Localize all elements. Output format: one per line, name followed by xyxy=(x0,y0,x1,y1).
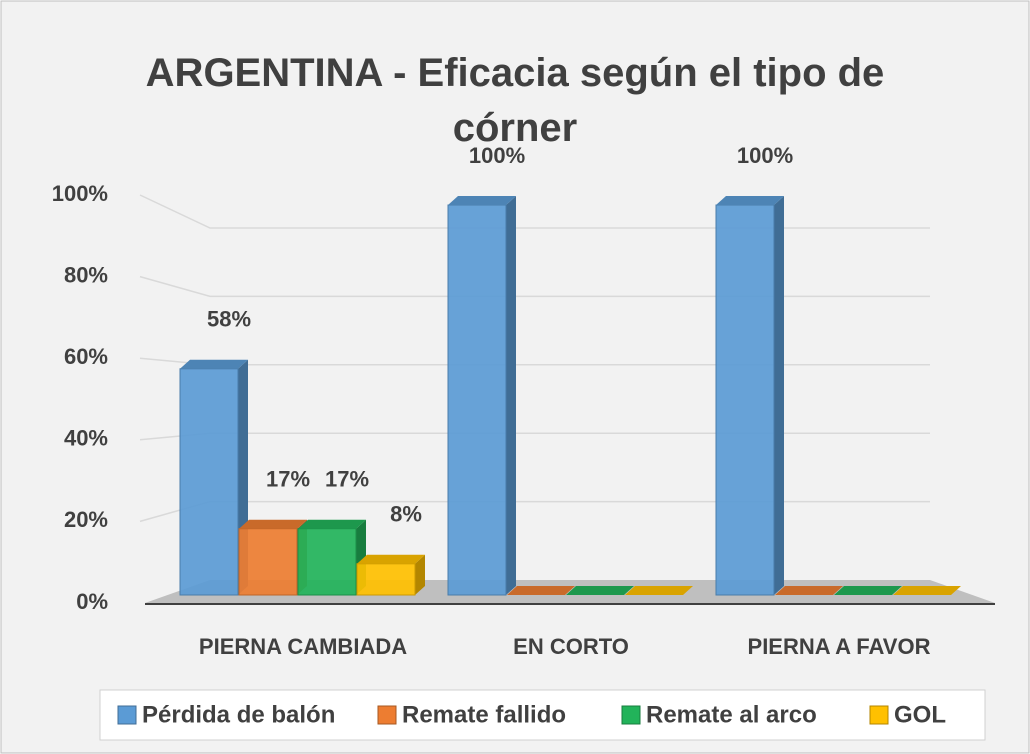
bar-top xyxy=(507,586,575,595)
legend-label: Remate fallido xyxy=(402,701,566,728)
bar-top xyxy=(357,554,425,564)
bar-top xyxy=(180,359,248,369)
legend-box xyxy=(99,689,986,741)
legend-swatch xyxy=(621,705,641,725)
bar-top xyxy=(566,586,634,595)
data-label: 17% xyxy=(266,467,310,492)
data-label: 17% xyxy=(325,467,369,492)
bar-top xyxy=(448,196,516,205)
bar-top xyxy=(775,586,843,595)
data-label: 100% xyxy=(737,143,793,168)
y-tick-label: 0% xyxy=(76,589,108,614)
y-tick-label: 40% xyxy=(64,426,108,451)
legend-label: Pérdida de balón xyxy=(142,701,335,728)
data-label: 100% xyxy=(469,143,525,168)
y-tick-label: 80% xyxy=(64,262,108,287)
legend-swatch xyxy=(869,705,889,725)
bar-top xyxy=(893,586,961,595)
chart-title: ARGENTINA - Eficacia según el tipo de cór… xyxy=(146,51,885,150)
grid-line xyxy=(139,194,930,229)
y-tick-label: 100% xyxy=(52,181,108,206)
bar xyxy=(356,563,416,596)
bar xyxy=(297,528,357,596)
legend-label: GOL xyxy=(894,701,946,728)
legend-label: Remate al arco xyxy=(646,701,817,728)
grid-line xyxy=(139,275,930,298)
bar-side xyxy=(774,196,784,595)
bar xyxy=(447,204,507,596)
legend-swatch xyxy=(377,705,397,725)
bar xyxy=(179,368,239,596)
x-tick-label: PIERNA A FAVOR xyxy=(748,634,931,659)
bar-top xyxy=(716,196,784,205)
bar-side xyxy=(415,554,425,595)
bar-top xyxy=(834,586,902,595)
data-label: 58% xyxy=(207,307,251,332)
bar-top xyxy=(625,586,693,595)
bar xyxy=(715,204,775,596)
bar-side xyxy=(506,196,516,595)
bar xyxy=(238,528,298,596)
legend-swatch xyxy=(117,705,137,725)
bar-top xyxy=(239,519,307,529)
data-label: 8% xyxy=(390,502,422,527)
bar-top xyxy=(298,519,366,529)
y-tick-label: 20% xyxy=(64,507,108,532)
x-tick-label: PIERNA CAMBIADA xyxy=(199,634,407,659)
y-tick-label: 60% xyxy=(64,344,108,369)
x-tick-label: EN CORTO xyxy=(513,634,629,659)
